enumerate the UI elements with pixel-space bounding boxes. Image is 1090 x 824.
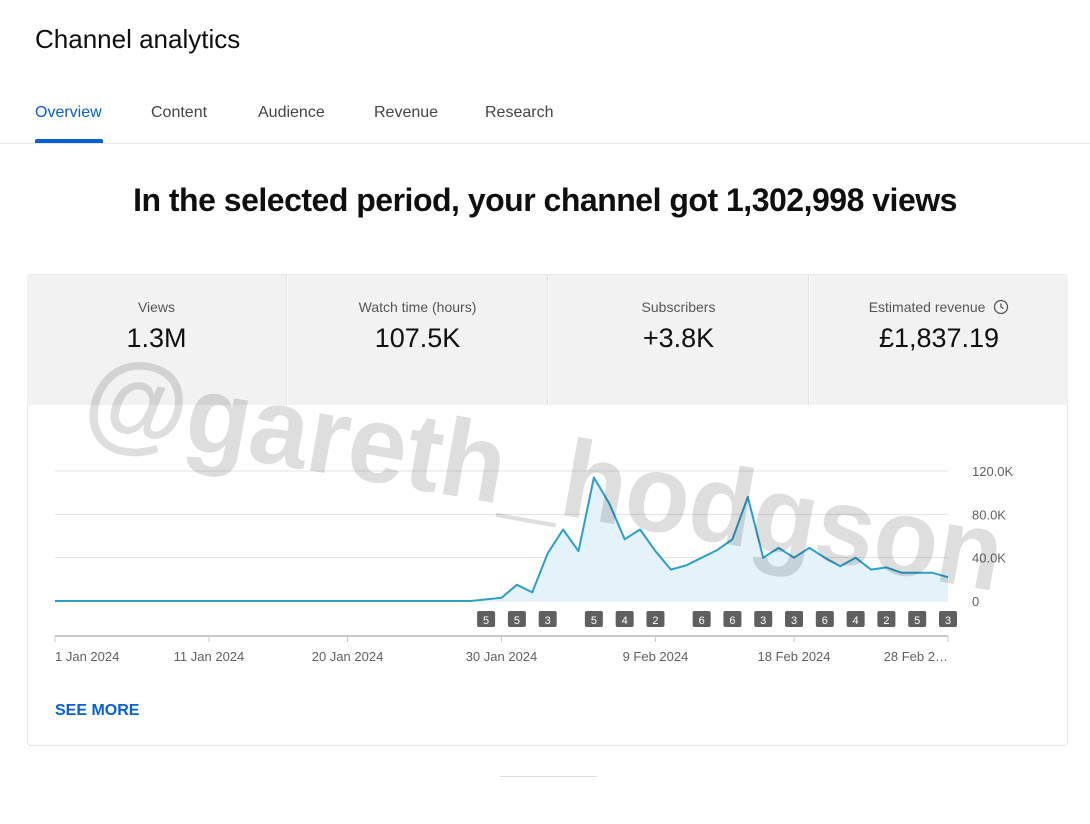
metric-label: Views <box>137 299 176 315</box>
headline: In the selected period, your channel got… <box>133 182 957 218</box>
tab[interactable]: Overview <box>35 104 102 121</box>
tab[interactable]: Content <box>151 104 208 121</box>
tab[interactable]: Revenue <box>374 104 439 121</box>
metric-value: 1.3M <box>126 323 187 353</box>
metric-card[interactable]: Views 1.3M <box>27 275 287 405</box>
page-title: Channel analytics <box>35 24 241 54</box>
divider <box>0 143 1090 144</box>
divider <box>500 776 597 777</box>
metric-label: Watch time (hours) <box>358 299 477 315</box>
clock-icon <box>994 299 1009 315</box>
metric-card[interactable]: Watch time (hours) 107.5K <box>288 275 548 405</box>
metric-label: Estimated revenue <box>868 299 986 315</box>
tab-underline <box>35 139 103 143</box>
analytics-card <box>27 274 1068 746</box>
tab[interactable]: Audience <box>258 104 325 121</box>
metric-label: Subscribers <box>641 299 716 315</box>
metric-value: £1,837.19 <box>878 323 1000 353</box>
metric-card[interactable]: Estimated revenue £1,837.19 <box>810 275 1068 405</box>
metric-label-row: Estimated revenue <box>810 299 1068 315</box>
metric-value: +3.8K <box>642 323 715 353</box>
metric-value: 107.5K <box>374 323 461 353</box>
metric-card[interactable]: Subscribers +3.8K <box>549 275 809 405</box>
tab[interactable]: Research <box>485 104 554 121</box>
see-more-link[interactable]: SEE MORE <box>55 702 140 719</box>
